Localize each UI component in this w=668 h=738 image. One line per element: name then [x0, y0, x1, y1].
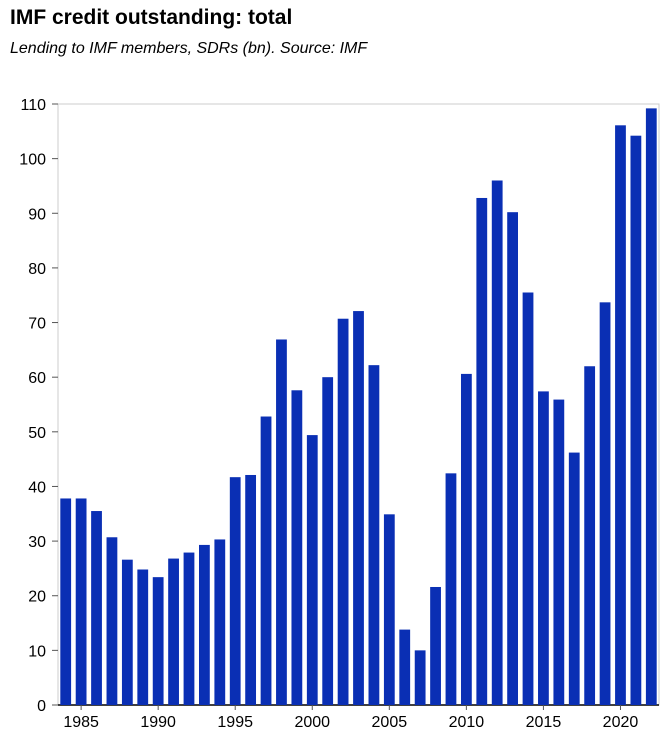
y-tick-label: 30 [28, 534, 46, 551]
y-tick-label: 60 [28, 370, 46, 387]
bar-2013 [507, 212, 518, 705]
x-tick-label: 1990 [140, 714, 176, 731]
bar-1986 [91, 511, 102, 705]
x-tick-label: 2015 [526, 714, 562, 731]
bar-1991 [168, 558, 179, 705]
bar-2022 [645, 108, 657, 706]
bar-1992 [183, 552, 195, 705]
bar-2018 [584, 366, 596, 705]
x-tick-label: 1995 [217, 714, 253, 731]
y-tick-label: 10 [28, 643, 46, 660]
x-tick-label: 2005 [372, 714, 408, 731]
bar-1997 [260, 416, 272, 705]
bar-2000 [306, 435, 318, 705]
bar-2010 [460, 373, 472, 705]
x-tick-label: 2020 [603, 714, 639, 731]
bar-1984 [60, 498, 72, 705]
bar-2012 [491, 180, 503, 706]
bar-2020 [615, 125, 626, 705]
x-tick-label: 1985 [63, 714, 99, 731]
y-tick-label: 80 [28, 261, 46, 278]
bar-2014 [522, 292, 534, 705]
bar-2008 [430, 586, 441, 705]
y-tick-label: 110 [20, 97, 46, 114]
y-tick-label: 20 [28, 589, 46, 606]
bar-1996 [245, 474, 257, 705]
bar-2016 [553, 399, 565, 705]
bar-1998 [276, 339, 287, 705]
bar-2017 [568, 452, 580, 705]
bar-2015 [538, 391, 549, 705]
bar-1993 [199, 544, 210, 705]
bar-1999 [291, 390, 303, 705]
bar-2001 [322, 377, 334, 705]
bar-2004 [368, 365, 380, 705]
bar-2009 [445, 473, 457, 705]
x-tick-label: 2010 [449, 714, 485, 731]
y-tick-label: 40 [28, 479, 46, 496]
y-tick-label: 100 [19, 152, 46, 169]
y-tick-label: 0 [37, 698, 46, 715]
bar-1985 [75, 498, 87, 705]
bars [60, 108, 657, 706]
bar-1989 [137, 569, 149, 705]
chart-title: IMF credit outstanding: total [10, 6, 293, 29]
y-tick-label: 70 [28, 316, 46, 333]
bar-2002 [337, 318, 349, 705]
bar-2003 [353, 311, 364, 705]
bar-2007 [414, 650, 426, 705]
bar-2006 [399, 629, 411, 705]
chart-subtitle: Lending to IMF members, SDRs (bn). Sourc… [10, 40, 368, 57]
bar-1994 [214, 539, 226, 705]
bar-1988 [121, 559, 133, 705]
bar-2005 [383, 514, 395, 705]
bar-1990 [152, 577, 164, 705]
bar-2011 [476, 197, 488, 705]
bar-1987 [106, 537, 118, 705]
bar-2021 [630, 135, 642, 705]
bar-2019 [599, 302, 611, 705]
y-axis: 0 10 20 30 40 50 60 70 80 90 100 110 [19, 97, 58, 715]
x-axis: 1985 1990 1995 2000 2005 2010 2015 2020 [63, 705, 638, 731]
bar-1995 [229, 477, 241, 705]
x-tick-label: 2000 [294, 714, 330, 731]
y-tick-label: 90 [28, 206, 46, 223]
y-tick-label: 50 [28, 425, 46, 442]
